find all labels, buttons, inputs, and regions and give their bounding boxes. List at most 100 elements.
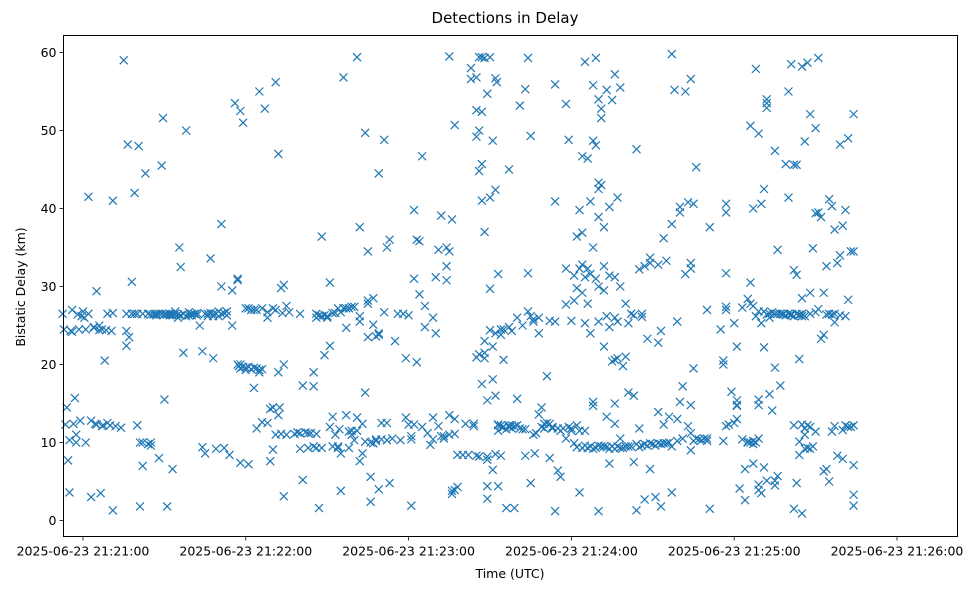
data-point — [583, 154, 593, 164]
data-point — [849, 420, 859, 430]
data-point — [170, 309, 180, 319]
data-point — [431, 272, 441, 282]
data-point — [358, 419, 367, 429]
data-point — [596, 104, 606, 114]
data-point — [368, 293, 378, 303]
data-point — [86, 416, 96, 426]
data-point — [461, 419, 471, 429]
data-point — [491, 391, 500, 401]
data-point — [797, 311, 807, 321]
data-point — [670, 85, 679, 95]
data-point — [629, 457, 639, 467]
data-point — [412, 235, 422, 245]
data-point — [773, 471, 783, 481]
data-point — [661, 256, 671, 266]
data-point — [349, 302, 359, 312]
data-point — [252, 305, 262, 315]
data-point — [775, 381, 785, 390]
data-point — [512, 394, 522, 404]
data-point — [512, 313, 522, 323]
data-point — [107, 326, 116, 336]
data-point — [737, 434, 747, 444]
data-point — [493, 420, 503, 429]
data-point — [71, 430, 81, 440]
data-point — [762, 476, 772, 486]
data-point — [843, 133, 853, 143]
data-point — [594, 317, 603, 327]
data-point — [138, 438, 148, 447]
data-point — [577, 288, 587, 298]
data-point — [637, 312, 647, 322]
data-point — [491, 185, 500, 195]
data-point — [100, 356, 110, 366]
data-point — [721, 268, 731, 278]
data-point — [176, 262, 186, 272]
data-point — [762, 103, 772, 113]
data-point — [295, 309, 305, 319]
data-point — [640, 495, 650, 504]
data-point — [192, 310, 202, 320]
data-point — [472, 105, 481, 115]
data-point — [333, 443, 343, 453]
data-point — [667, 219, 677, 229]
data-point — [450, 429, 460, 439]
data-point — [94, 321, 104, 330]
data-point — [409, 420, 419, 429]
data-point — [789, 504, 799, 514]
data-point — [773, 245, 783, 255]
data-point — [805, 109, 815, 119]
data-point — [382, 418, 392, 428]
data-point — [800, 430, 810, 440]
data-point — [602, 311, 612, 321]
data-point — [366, 472, 376, 482]
data-point — [374, 168, 384, 178]
data-point — [530, 448, 540, 458]
data-point — [572, 232, 582, 242]
data-point — [526, 131, 536, 141]
data-point — [550, 197, 560, 206]
data-point — [488, 465, 498, 475]
data-point — [645, 438, 655, 448]
data-point — [271, 77, 281, 87]
data-point — [604, 271, 614, 281]
data-point — [96, 488, 106, 498]
data-point — [675, 397, 685, 407]
data-point — [480, 227, 489, 237]
data-point — [244, 303, 253, 313]
data-point — [705, 504, 715, 514]
data-point — [89, 323, 99, 333]
data-point — [569, 438, 579, 448]
data-point — [303, 443, 313, 453]
data-point — [746, 278, 755, 288]
data-point — [588, 401, 598, 411]
data-point — [718, 356, 728, 366]
data-point — [721, 421, 731, 431]
data-point — [322, 311, 332, 321]
data-point — [477, 196, 487, 206]
y-tick-label: 0 — [49, 513, 57, 528]
data-point — [599, 261, 609, 271]
data-point — [805, 309, 815, 319]
data-point — [344, 443, 354, 453]
data-point — [634, 424, 644, 433]
data-point — [493, 269, 503, 279]
data-point — [509, 503, 519, 513]
data-point — [208, 353, 218, 363]
data-point — [227, 285, 237, 295]
data-point — [98, 420, 108, 430]
data-point — [683, 197, 693, 207]
data-point — [127, 277, 137, 287]
data-point — [556, 472, 565, 482]
data-point — [472, 451, 481, 461]
data-point — [623, 388, 633, 398]
data-point — [561, 300, 571, 309]
data-point — [754, 395, 764, 405]
data-point — [341, 303, 351, 313]
data-point — [81, 324, 91, 334]
data-point — [767, 307, 777, 317]
data-point — [504, 165, 514, 174]
data-point — [822, 464, 831, 474]
data-point — [284, 307, 294, 317]
data-point — [596, 180, 606, 190]
data-point — [406, 434, 416, 444]
